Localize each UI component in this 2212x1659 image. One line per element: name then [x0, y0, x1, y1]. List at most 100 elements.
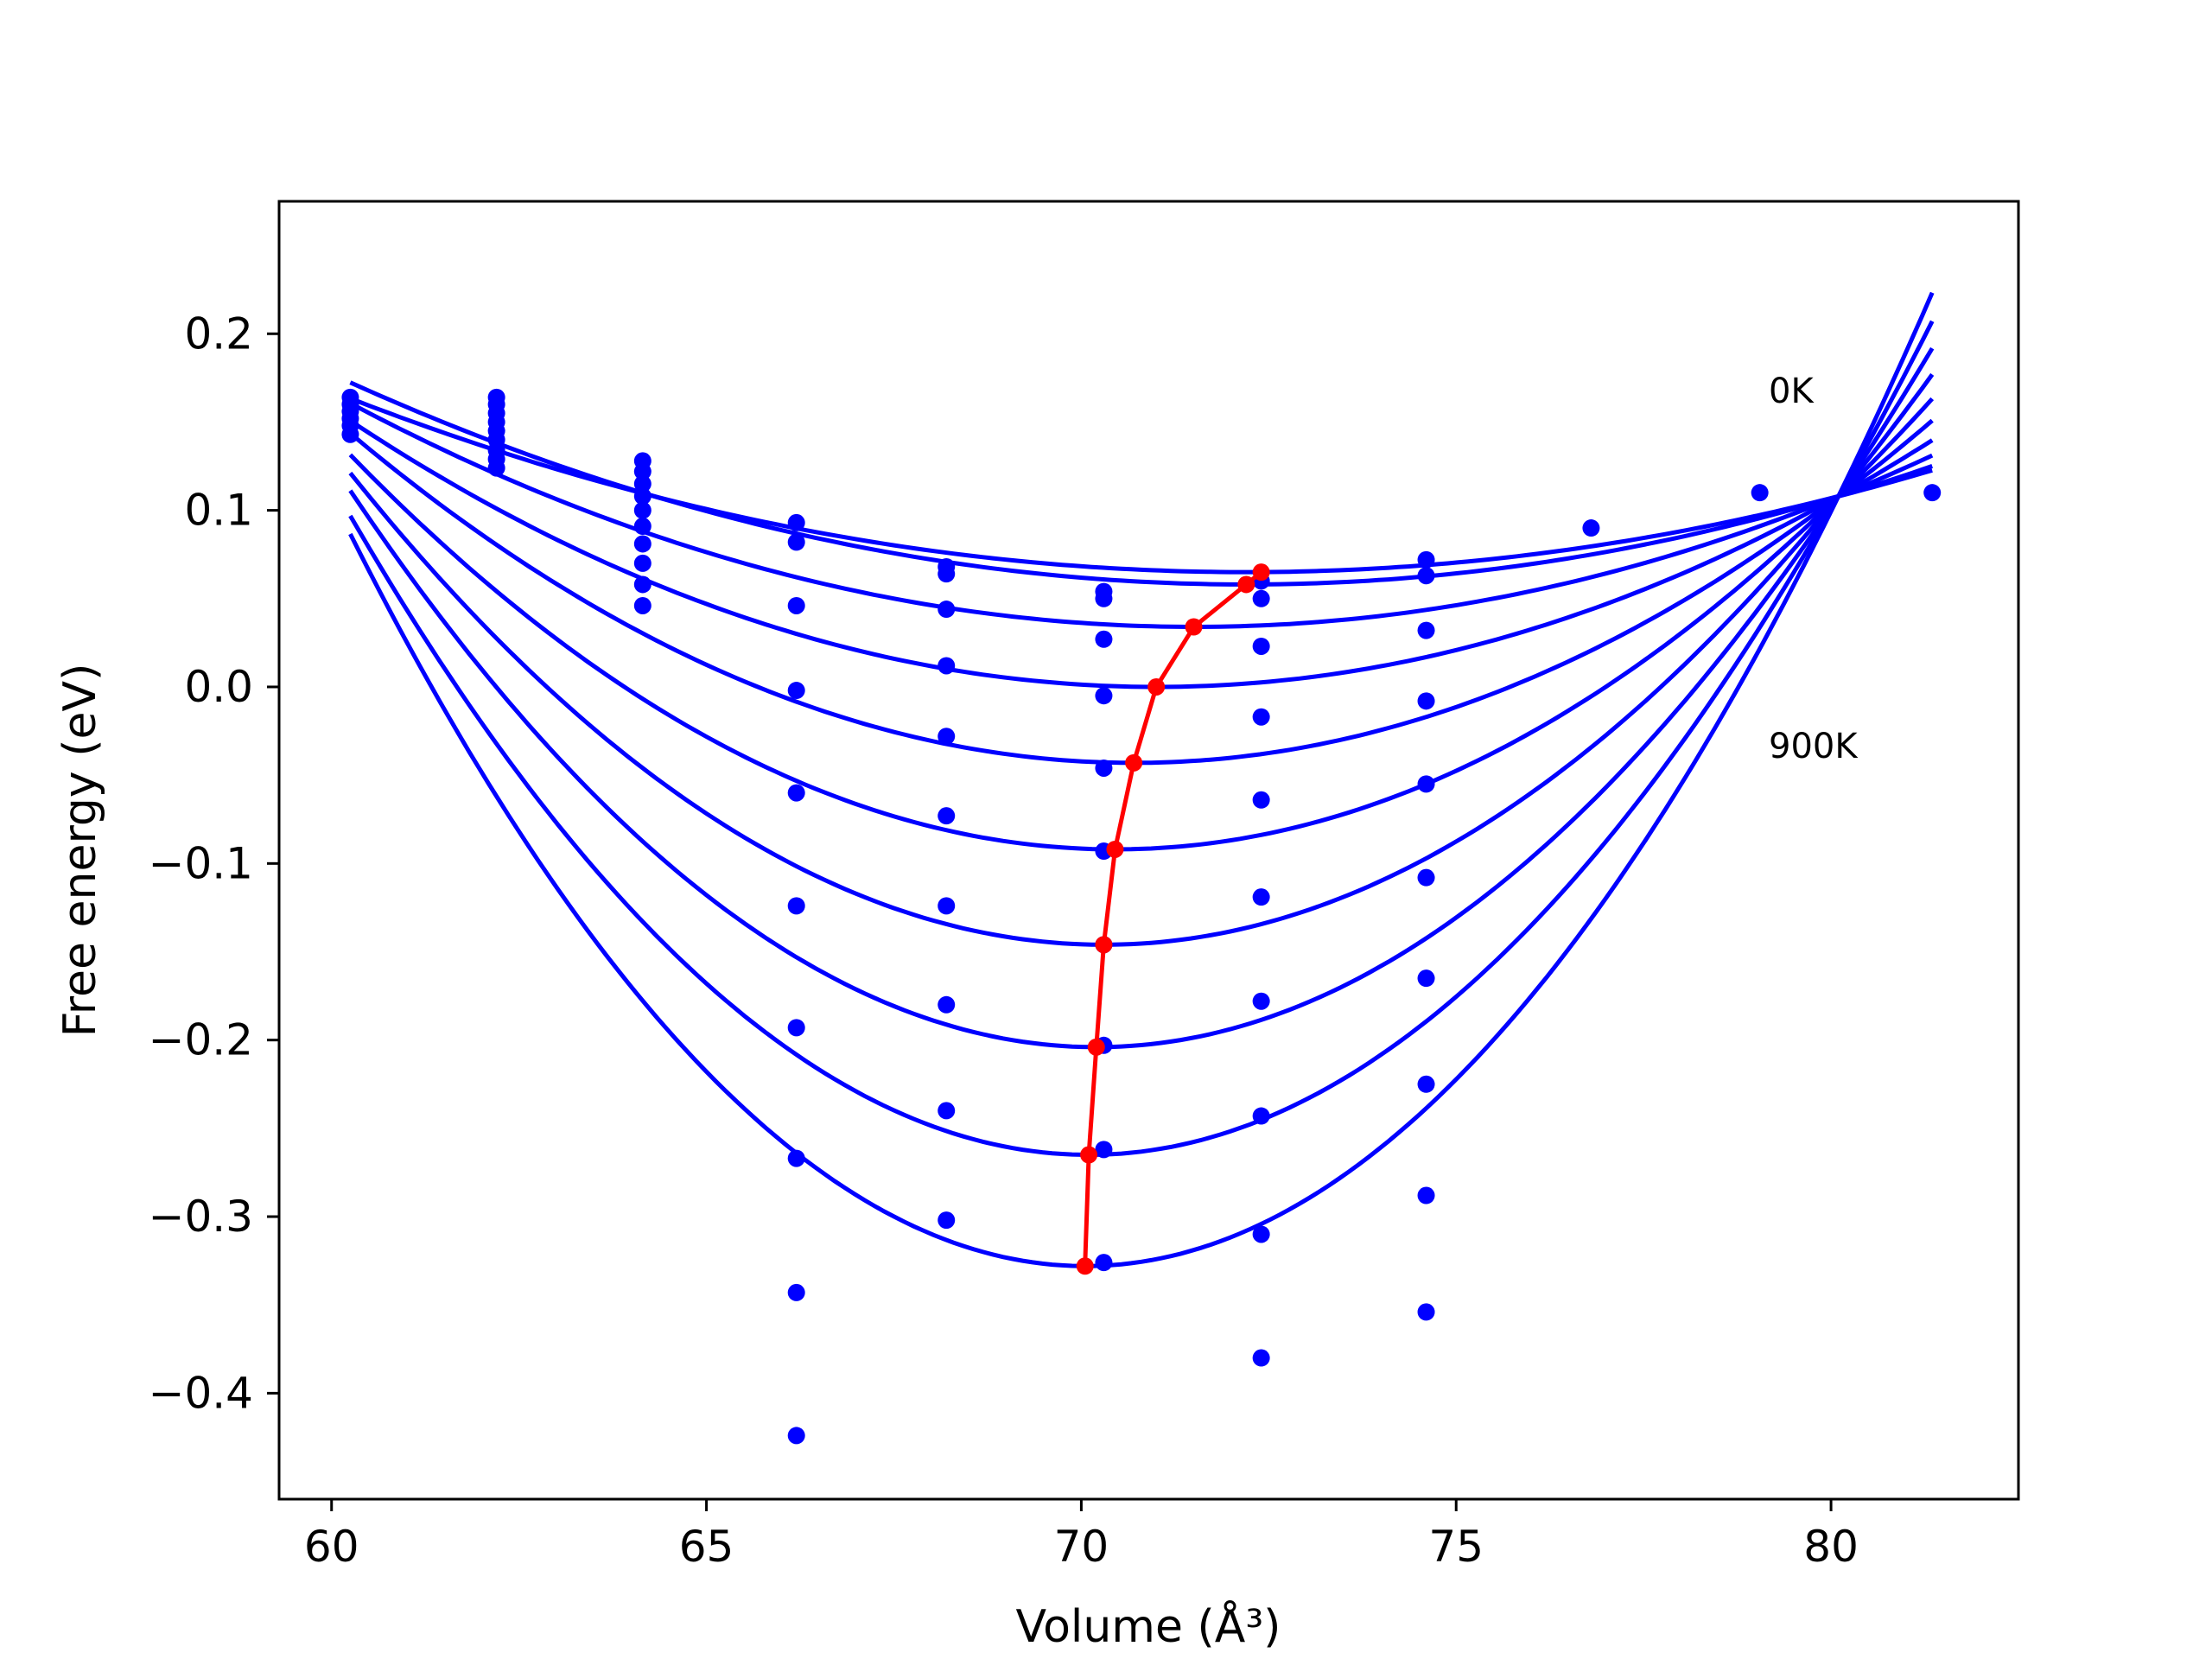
minimum-point — [1147, 677, 1166, 696]
data-point — [1252, 1107, 1270, 1125]
data-point — [787, 1283, 805, 1301]
data-point — [938, 1211, 956, 1230]
data-point — [633, 535, 652, 553]
x-tick-label: 75 — [1428, 1522, 1484, 1572]
data-point — [1095, 687, 1113, 705]
data-point — [1252, 791, 1270, 809]
data-point — [1417, 692, 1435, 710]
fit-curve-100K — [349, 380, 1934, 587]
data-point — [1417, 868, 1435, 887]
y-tick-label: 0.1 — [184, 486, 253, 536]
data-point — [938, 807, 956, 825]
minimum-path — [1076, 563, 1270, 1275]
minimum-point — [1106, 840, 1124, 858]
data-point — [1252, 992, 1270, 1010]
y-axis-ticks: −0.4 −0.3 −0.2 −0.1 0.0 0.1 0.2 — [149, 308, 279, 1418]
x-tick-label: 60 — [304, 1522, 359, 1572]
data-point — [1252, 589, 1270, 607]
data-point — [938, 601, 956, 619]
data-point — [1923, 484, 1942, 502]
data-point — [487, 459, 505, 477]
data-point — [1417, 775, 1435, 793]
data-point — [341, 425, 359, 443]
data-point — [633, 575, 652, 594]
minimum-point — [1125, 753, 1143, 772]
data-point — [633, 474, 652, 493]
x-tick-label: 80 — [1803, 1522, 1859, 1572]
data-point — [787, 513, 805, 531]
data-point — [1252, 708, 1270, 726]
data-point — [1252, 888, 1270, 906]
data-point — [938, 897, 956, 915]
data-point — [938, 995, 956, 1014]
data-point — [1095, 759, 1113, 777]
data-point — [1582, 519, 1600, 537]
data-point — [1417, 1186, 1435, 1205]
minimum-line — [1083, 570, 1263, 1267]
data-point — [787, 1019, 805, 1037]
data-point — [787, 1427, 805, 1445]
data-point — [787, 784, 805, 802]
minimum-point — [1095, 936, 1113, 954]
x-axis-label: Volume (Å³) — [1016, 1599, 1281, 1653]
y-tick-label: 0.0 — [184, 662, 253, 712]
fit-curve-300K — [349, 418, 1934, 690]
data-point — [633, 462, 652, 480]
y-tick-label: −0.2 — [149, 1015, 253, 1065]
data-point — [787, 596, 805, 614]
data-point — [633, 487, 652, 505]
data-point — [1095, 1141, 1113, 1159]
data-point — [787, 897, 805, 915]
fit-curve-500K — [348, 397, 1935, 852]
data-point — [938, 728, 956, 746]
fit-curve-900K — [348, 291, 1935, 1268]
minimum-point — [1080, 1146, 1098, 1164]
annotation-0k: 0K — [1769, 372, 1815, 411]
minimum-point — [1237, 575, 1255, 594]
data-point — [633, 518, 652, 536]
data-point — [1417, 1075, 1435, 1093]
annotation-900k: 900K — [1769, 727, 1859, 766]
data-point — [1417, 1303, 1435, 1321]
fit-curve-600K — [348, 372, 1935, 947]
minimum-point — [1252, 563, 1270, 582]
data-point — [1417, 567, 1435, 585]
data-point — [1751, 484, 1769, 502]
fit-curve-800K — [348, 320, 1935, 1158]
data-point — [1417, 621, 1435, 639]
data-point — [633, 501, 652, 519]
y-tick-label: −0.4 — [149, 1368, 253, 1418]
data-point — [1095, 630, 1113, 648]
minimum-point — [1087, 1038, 1105, 1056]
data-point — [1417, 969, 1435, 988]
x-axis-ticks: 60 65 70 75 80 — [304, 1499, 1859, 1572]
fit-curve-200K — [349, 401, 1934, 629]
data-point — [1252, 1349, 1270, 1367]
data-point — [787, 1149, 805, 1167]
minimum-point — [1076, 1257, 1094, 1275]
data-point — [787, 682, 805, 700]
y-tick-label: −0.3 — [149, 1192, 253, 1242]
data-point — [633, 554, 652, 572]
data-point — [1417, 550, 1435, 569]
data-point — [1252, 637, 1270, 655]
data-points — [341, 388, 1942, 1445]
data-point — [633, 596, 652, 614]
data-point — [1252, 1225, 1270, 1243]
y-tick-label: 0.2 — [184, 308, 253, 359]
x-tick-label: 70 — [1054, 1522, 1109, 1572]
data-point — [1095, 589, 1113, 607]
data-point — [938, 1102, 956, 1120]
data-point — [1095, 1254, 1113, 1272]
plot-frame — [277, 200, 2020, 1501]
fit-curve-700K — [348, 346, 1935, 1050]
data-point — [938, 565, 956, 583]
y-axis-label: Free energy (eV) — [54, 664, 106, 1038]
minimum-point — [1185, 618, 1203, 636]
x-tick-label: 65 — [679, 1522, 734, 1572]
data-point — [787, 533, 805, 551]
y-tick-label: −0.1 — [149, 838, 253, 888]
data-point — [938, 657, 956, 675]
